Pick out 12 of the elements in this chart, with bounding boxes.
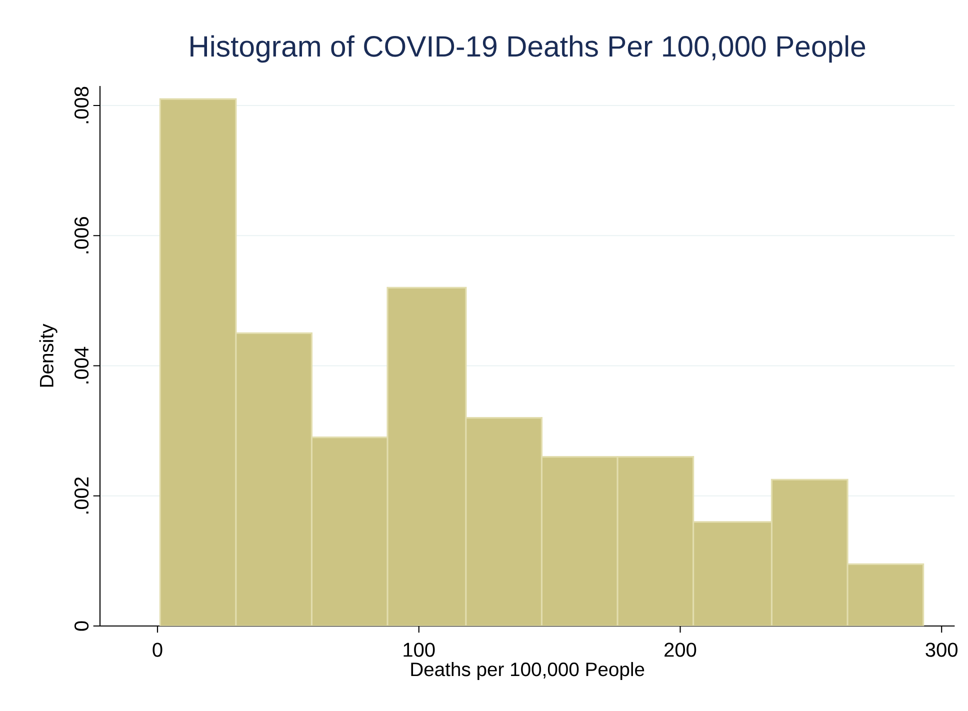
x-tick-label: 0: [152, 642, 162, 657]
x-tick-label: 300: [926, 642, 958, 657]
y-tick-label: .006: [74, 217, 89, 254]
y-tick-label: .002: [74, 477, 89, 514]
y-axis-title: Density: [39, 324, 58, 387]
x-axis-title: Deaths per 100,000 People: [411, 662, 644, 680]
x-tick-label: 100: [404, 642, 435, 657]
x-tick-label: 200: [664, 642, 696, 657]
y-tick-label: 0: [74, 621, 89, 631]
chart-title: Histogram of COVID-19 Deaths Per 100,000 People: [190, 35, 866, 63]
y-tick-label: .008: [74, 86, 89, 124]
y-tick-label: .004: [74, 346, 89, 384]
